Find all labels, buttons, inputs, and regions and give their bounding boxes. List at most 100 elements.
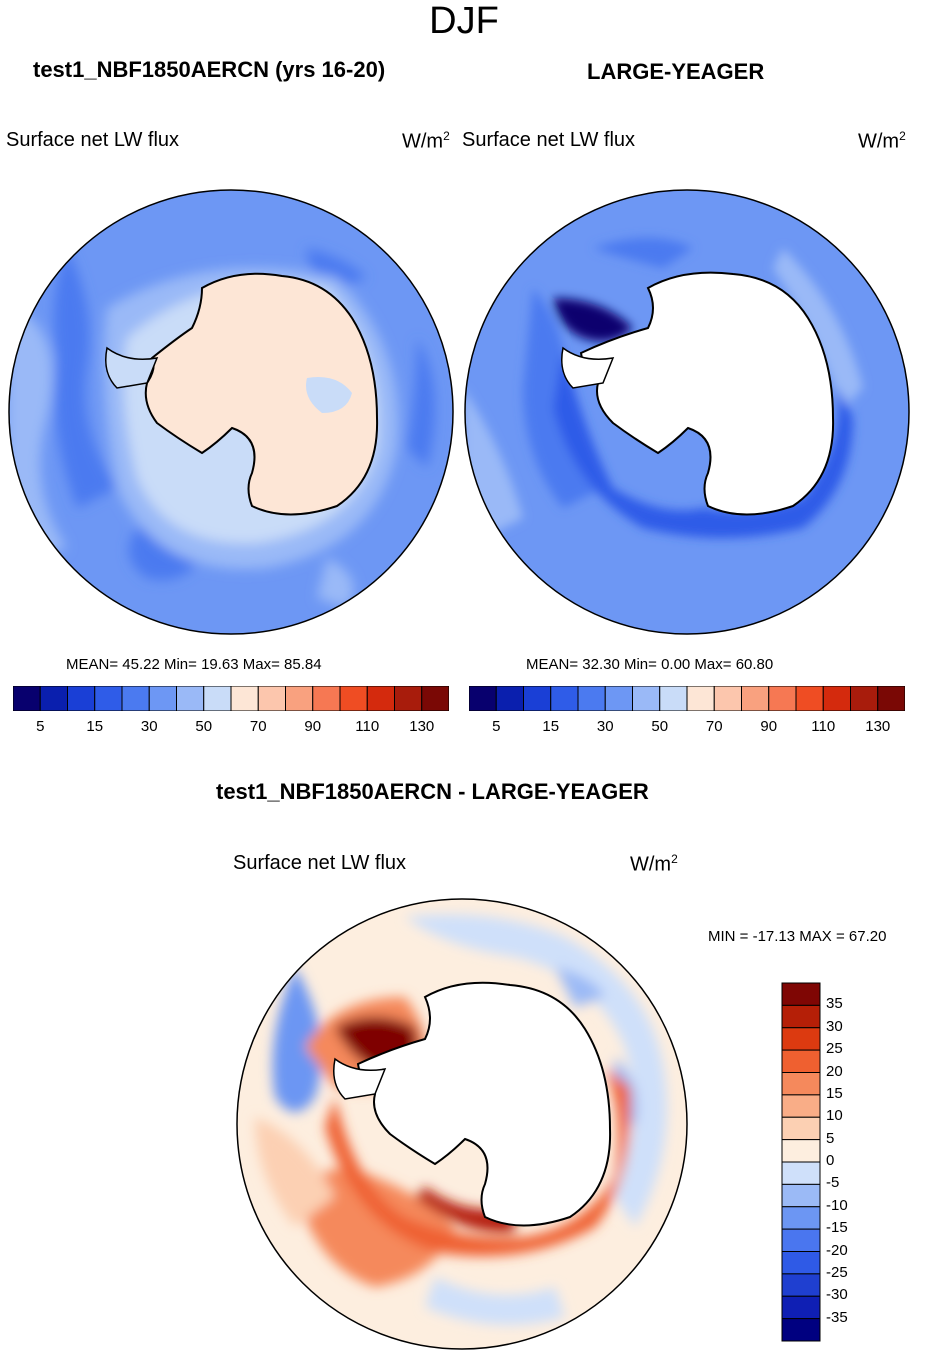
map-reference [464, 189, 910, 635]
colorbar-tick-label: 110 [355, 718, 380, 735]
colorbar-swatch [795, 686, 824, 711]
colorbar-tick-label: 110 [811, 718, 836, 735]
colorbar-swatch [632, 686, 661, 711]
panel3-variable: Surface net LW flux [233, 852, 407, 874]
colorbar-swatch [394, 686, 423, 711]
panel3-title: test1_NBF1850AERCN - LARGE-YEAGER [216, 779, 649, 804]
colorbar-swatch [312, 686, 341, 711]
colorbar-swatch [741, 686, 770, 711]
colorbar-swatch [67, 686, 96, 711]
colorbar-swatch [257, 686, 286, 711]
colorbar-tick-label: 50 [195, 718, 213, 735]
colorbar-swatch [148, 686, 177, 711]
colorbar-tick-label: -5 [826, 1174, 840, 1192]
panel1-title: test1_NBF1850AERCN (yrs 16-20) [33, 57, 386, 82]
colorbar-tick-label: 15 [86, 718, 104, 735]
colorbar-swatch [781, 1206, 821, 1230]
colorbar-tick-label: 30 [596, 718, 614, 735]
panel2-units: W/m2 [858, 129, 906, 153]
colorbar-swatch [781, 1251, 821, 1275]
colorbar-swatch [781, 982, 821, 1006]
colorbar-swatch [781, 1228, 821, 1252]
panel3-stats: MIN = -17.13 MAX = 67.20 [708, 928, 887, 945]
colorbar-swatch [366, 686, 395, 711]
panel2-stats: MEAN= 32.30 Min= 0.00 Max= 60.80 [526, 656, 774, 673]
colorbar-swatch [822, 686, 851, 711]
colorbar-swatch [781, 1295, 821, 1320]
panel1-stats: MEAN= 45.22 Min= 19.63 Max= 85.84 [66, 656, 322, 673]
map-model [8, 189, 454, 635]
colorbar-swatch [781, 1049, 821, 1073]
colorbar-tick-label: -15 [826, 1219, 848, 1237]
colorbar-swatch [523, 686, 552, 711]
colorbar-swatch [781, 1116, 821, 1141]
colorbar-swatch [850, 686, 879, 711]
panel2-variable: Surface net LW flux [462, 129, 636, 151]
colorbar-tick-label: -20 [826, 1241, 848, 1259]
colorbar-tick-label: 30 [140, 718, 158, 735]
panel1-variable: Surface net LW flux [6, 129, 180, 151]
colorbar-difference [781, 982, 821, 1342]
panel1-units: W/m2 [402, 129, 450, 153]
colorbar-swatch [285, 686, 314, 711]
panel2-title: LARGE-YEAGER [587, 59, 765, 84]
colorbar-model [13, 686, 449, 711]
colorbar-tick-label: 130 [865, 718, 891, 735]
colorbar-tick-label: -30 [826, 1286, 848, 1304]
colorbar-swatch [230, 686, 259, 711]
colorbar-tick-label: 70 [705, 718, 723, 735]
colorbar-difference-ticks: 35 30 25 20 15 10 5 0 -5 -10 -15 -20 -25 -30 -35 [826, 982, 886, 1342]
colorbar-swatch [94, 686, 123, 711]
colorbar-swatch [550, 686, 579, 711]
colorbar-swatch [495, 686, 524, 711]
colorbar-swatch [686, 686, 715, 711]
colorbar-tick-label: 35 [826, 995, 843, 1013]
colorbar-tick-label: 0 [826, 1152, 835, 1169]
colorbar-swatch [659, 686, 688, 711]
colorbar-tick-label: 20 [826, 1062, 843, 1080]
colorbar-swatch [604, 686, 633, 711]
colorbar-tick-label: 50 [651, 718, 669, 735]
colorbar-reference-ticks: 5 15 30 50 70 90 110 130 [469, 718, 905, 738]
colorbar-swatch [339, 686, 368, 711]
colorbar-tick-label: 10 [826, 1107, 843, 1125]
colorbar-tick-label: 5 [492, 718, 501, 735]
season-title: DJF [429, 0, 499, 42]
colorbar-swatch [781, 1318, 821, 1342]
panel3-units: W/m2 [630, 852, 678, 876]
colorbar-swatch [781, 1183, 821, 1208]
colorbar-swatch [13, 686, 41, 711]
colorbar-swatch [768, 686, 797, 711]
colorbar-swatch [877, 686, 905, 711]
colorbar-swatch [781, 1273, 821, 1297]
colorbar-tick-label: 90 [760, 718, 778, 735]
colorbar-reference [469, 686, 905, 711]
colorbar-swatch [781, 1027, 821, 1051]
colorbar-swatch [781, 1004, 821, 1029]
colorbar-swatch [469, 686, 497, 711]
colorbar-tick-label: 15 [542, 718, 560, 735]
colorbar-tick-label: 5 [36, 718, 45, 735]
colorbar-swatch [421, 686, 449, 711]
colorbar-swatch [121, 686, 150, 711]
colorbar-swatch [781, 1072, 821, 1096]
colorbar-tick-label: -10 [826, 1196, 848, 1214]
colorbar-tick-label: 15 [826, 1084, 843, 1102]
colorbar-tick-label: 30 [826, 1017, 843, 1035]
colorbar-swatch [203, 686, 232, 711]
colorbar-swatch [577, 686, 606, 711]
colorbar-tick-label: 70 [249, 718, 267, 735]
colorbar-swatch [781, 1094, 821, 1118]
colorbar-swatch [713, 686, 742, 711]
colorbar-model-ticks: 5 15 30 50 70 90 110 130 [13, 718, 449, 738]
map-difference [236, 898, 688, 1350]
colorbar-tick-label: -25 [826, 1263, 848, 1281]
colorbar-tick-label: 5 [826, 1129, 835, 1147]
colorbar-swatch [781, 1161, 821, 1185]
colorbar-swatch [176, 686, 205, 711]
colorbar-tick-label: -35 [826, 1308, 848, 1326]
colorbar-swatch [39, 686, 68, 711]
colorbar-swatch [781, 1139, 821, 1163]
colorbar-tick-label: 90 [304, 718, 322, 735]
colorbar-tick-label: 130 [409, 718, 435, 735]
